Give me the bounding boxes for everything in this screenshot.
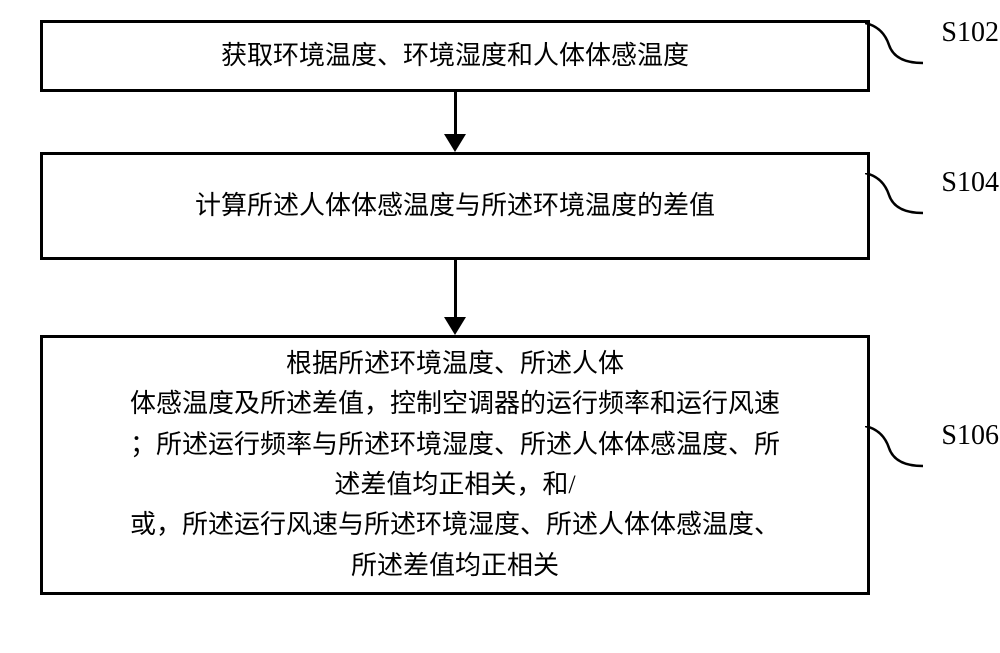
label-connector bbox=[865, 173, 923, 217]
flowchart-container: 获取环境温度、环境湿度和人体体感温度 S102 计算所述人体体感温度与所述环境温… bbox=[40, 20, 960, 595]
node-text: 根据所述环境温度、所述人体体感温度及所述差值，控制空调器的运行频率和运行风速；所… bbox=[130, 344, 780, 586]
label-connector bbox=[865, 23, 923, 67]
node-text: 计算所述人体体感温度与所述环境温度的差值 bbox=[195, 186, 715, 226]
step-label-s104: S104 bbox=[941, 167, 999, 199]
arrow-head-icon bbox=[444, 317, 466, 335]
flow-node-s102: 获取环境温度、环境湿度和人体体感温度 S102 bbox=[40, 20, 870, 92]
arrow-head-icon bbox=[444, 134, 466, 152]
arrow-line bbox=[454, 92, 457, 134]
node-text: 获取环境温度、环境湿度和人体体感温度 bbox=[221, 36, 689, 76]
arrow-line bbox=[454, 260, 457, 317]
flow-node-s104: 计算所述人体体感温度与所述环境温度的差值 S104 bbox=[40, 152, 870, 260]
flow-arrow bbox=[40, 92, 870, 152]
label-connector bbox=[865, 426, 923, 470]
flow-node-s106: 根据所述环境温度、所述人体体感温度及所述差值，控制空调器的运行频率和运行风速；所… bbox=[40, 335, 870, 595]
step-label-s106: S106 bbox=[941, 420, 999, 452]
flow-arrow bbox=[40, 260, 870, 335]
step-label-s102: S102 bbox=[941, 17, 999, 49]
